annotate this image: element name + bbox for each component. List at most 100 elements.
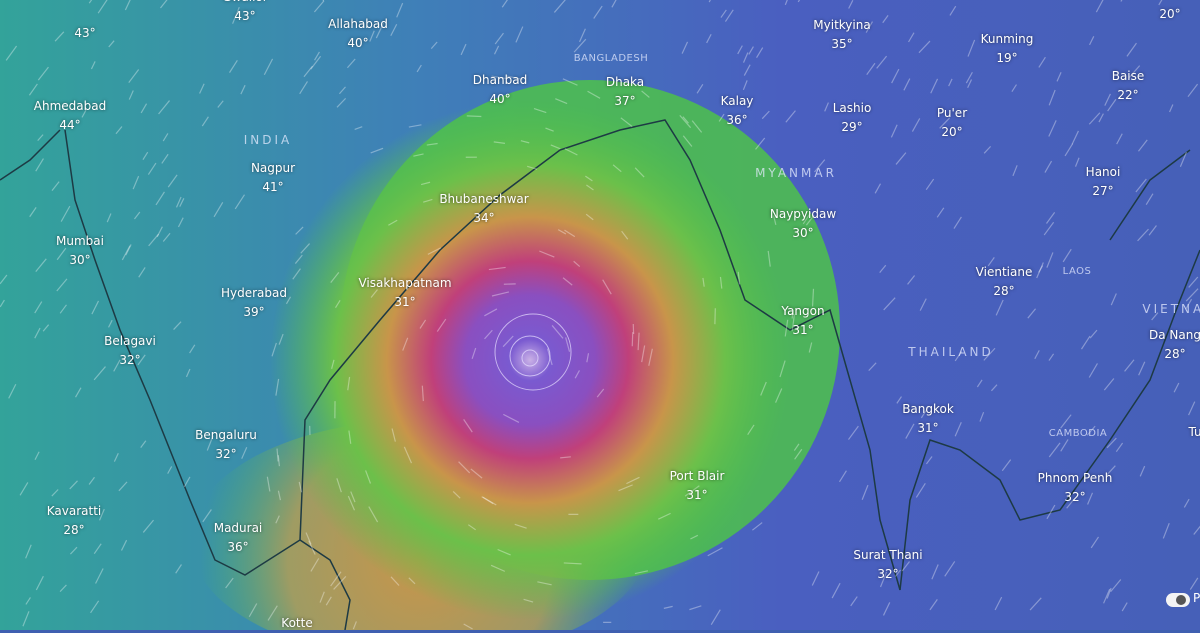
city-name: Surat Thani (853, 546, 922, 565)
city-name: Mumbai (56, 232, 104, 251)
city-label[interactable]: 20° (1159, 0, 1180, 24)
city-name: Port Blair (670, 467, 725, 486)
city-name: Dhanbad (473, 71, 527, 90)
city-temperature: 30° (56, 251, 104, 270)
city-temperature: 36° (721, 111, 754, 130)
city-temperature: 32° (1038, 488, 1113, 507)
city-temperature: 30° (770, 224, 836, 243)
city-name: Hyderabad (221, 284, 287, 303)
city-temperature: 32° (104, 351, 156, 370)
overlay-toggle-label: P (1193, 591, 1200, 605)
city-name: Visakhapatnam (358, 274, 451, 293)
city-name: Madurai (214, 519, 263, 538)
city-name: Vientiane (976, 263, 1033, 282)
city-temperature: 19° (981, 49, 1034, 68)
city-name: Kavaratti (47, 502, 102, 521)
country-label: LAOS (1063, 266, 1092, 277)
city-name: Kalay (721, 92, 754, 111)
city-name: Kotte (281, 614, 312, 633)
city-label[interactable]: 43° (74, 5, 95, 43)
city-temperature: 31° (781, 321, 824, 340)
city-temperature: 22° (1112, 86, 1145, 105)
city-name: Kunming (981, 30, 1034, 49)
city-temperature: 40° (328, 34, 388, 53)
city-temperature: 40° (473, 90, 527, 109)
city-name: Da Nang (1149, 326, 1200, 345)
city-name: Yangon (781, 302, 824, 321)
country-label: INDIA (244, 133, 293, 147)
city-name: Belagavi (104, 332, 156, 351)
city-label[interactable]: Kotte (281, 614, 312, 633)
city-temperature: 35° (813, 35, 870, 54)
city-temperature: 34° (439, 209, 528, 228)
city-temperature: 43° (222, 7, 267, 26)
city-temperature: 31° (358, 293, 451, 312)
city-name: Hanoi (1086, 163, 1121, 182)
city-temperature: 28° (1149, 345, 1200, 364)
overlay-toggle[interactable] (1166, 593, 1190, 607)
city-name: Gwalior (222, 0, 267, 7)
city-name: Dhaka (606, 73, 644, 92)
city-temperature: 29° (833, 118, 872, 137)
cyclone (270, 100, 790, 620)
city-temperature: 37° (606, 92, 644, 111)
city-temperature: 20° (1159, 5, 1180, 24)
country-label: THAILAND (908, 345, 994, 359)
city-temperature: 20° (937, 123, 967, 142)
city-name: Bangkok (902, 400, 954, 419)
city-name: Baise (1112, 67, 1145, 86)
city-name: Ahmedabad (34, 97, 106, 116)
city-name: Pu'er (937, 104, 967, 123)
city-temperature: 28° (47, 521, 102, 540)
city-temperature: 43° (74, 24, 95, 43)
city-temperature: 27° (1086, 182, 1121, 201)
city-temperature: 31° (902, 419, 954, 438)
country-label: VIETNAM (1142, 302, 1200, 316)
city-label[interactable]: Gwalior43° (222, 0, 267, 26)
city-name: Phnom Penh (1038, 469, 1113, 488)
wind-streak (467, 116, 482, 117)
city-name: Naypyidaw (770, 205, 836, 224)
city-name: Bengaluru (195, 426, 257, 445)
city-temperature: 41° (251, 178, 295, 197)
city-name: Myitkyina (813, 16, 870, 35)
city-name: Nagpur (251, 159, 295, 178)
city-temperature: 32° (853, 565, 922, 584)
city-name: Allahabad (328, 15, 388, 34)
city-name: Bhubaneshwar (439, 190, 528, 209)
country-label: CAMBODIA (1049, 428, 1108, 439)
city-temperature: 31° (670, 486, 725, 505)
city-label[interactable]: Tu (1188, 423, 1200, 442)
country-label: MYANMAR (755, 166, 837, 180)
city-name: Tu (1188, 423, 1200, 442)
